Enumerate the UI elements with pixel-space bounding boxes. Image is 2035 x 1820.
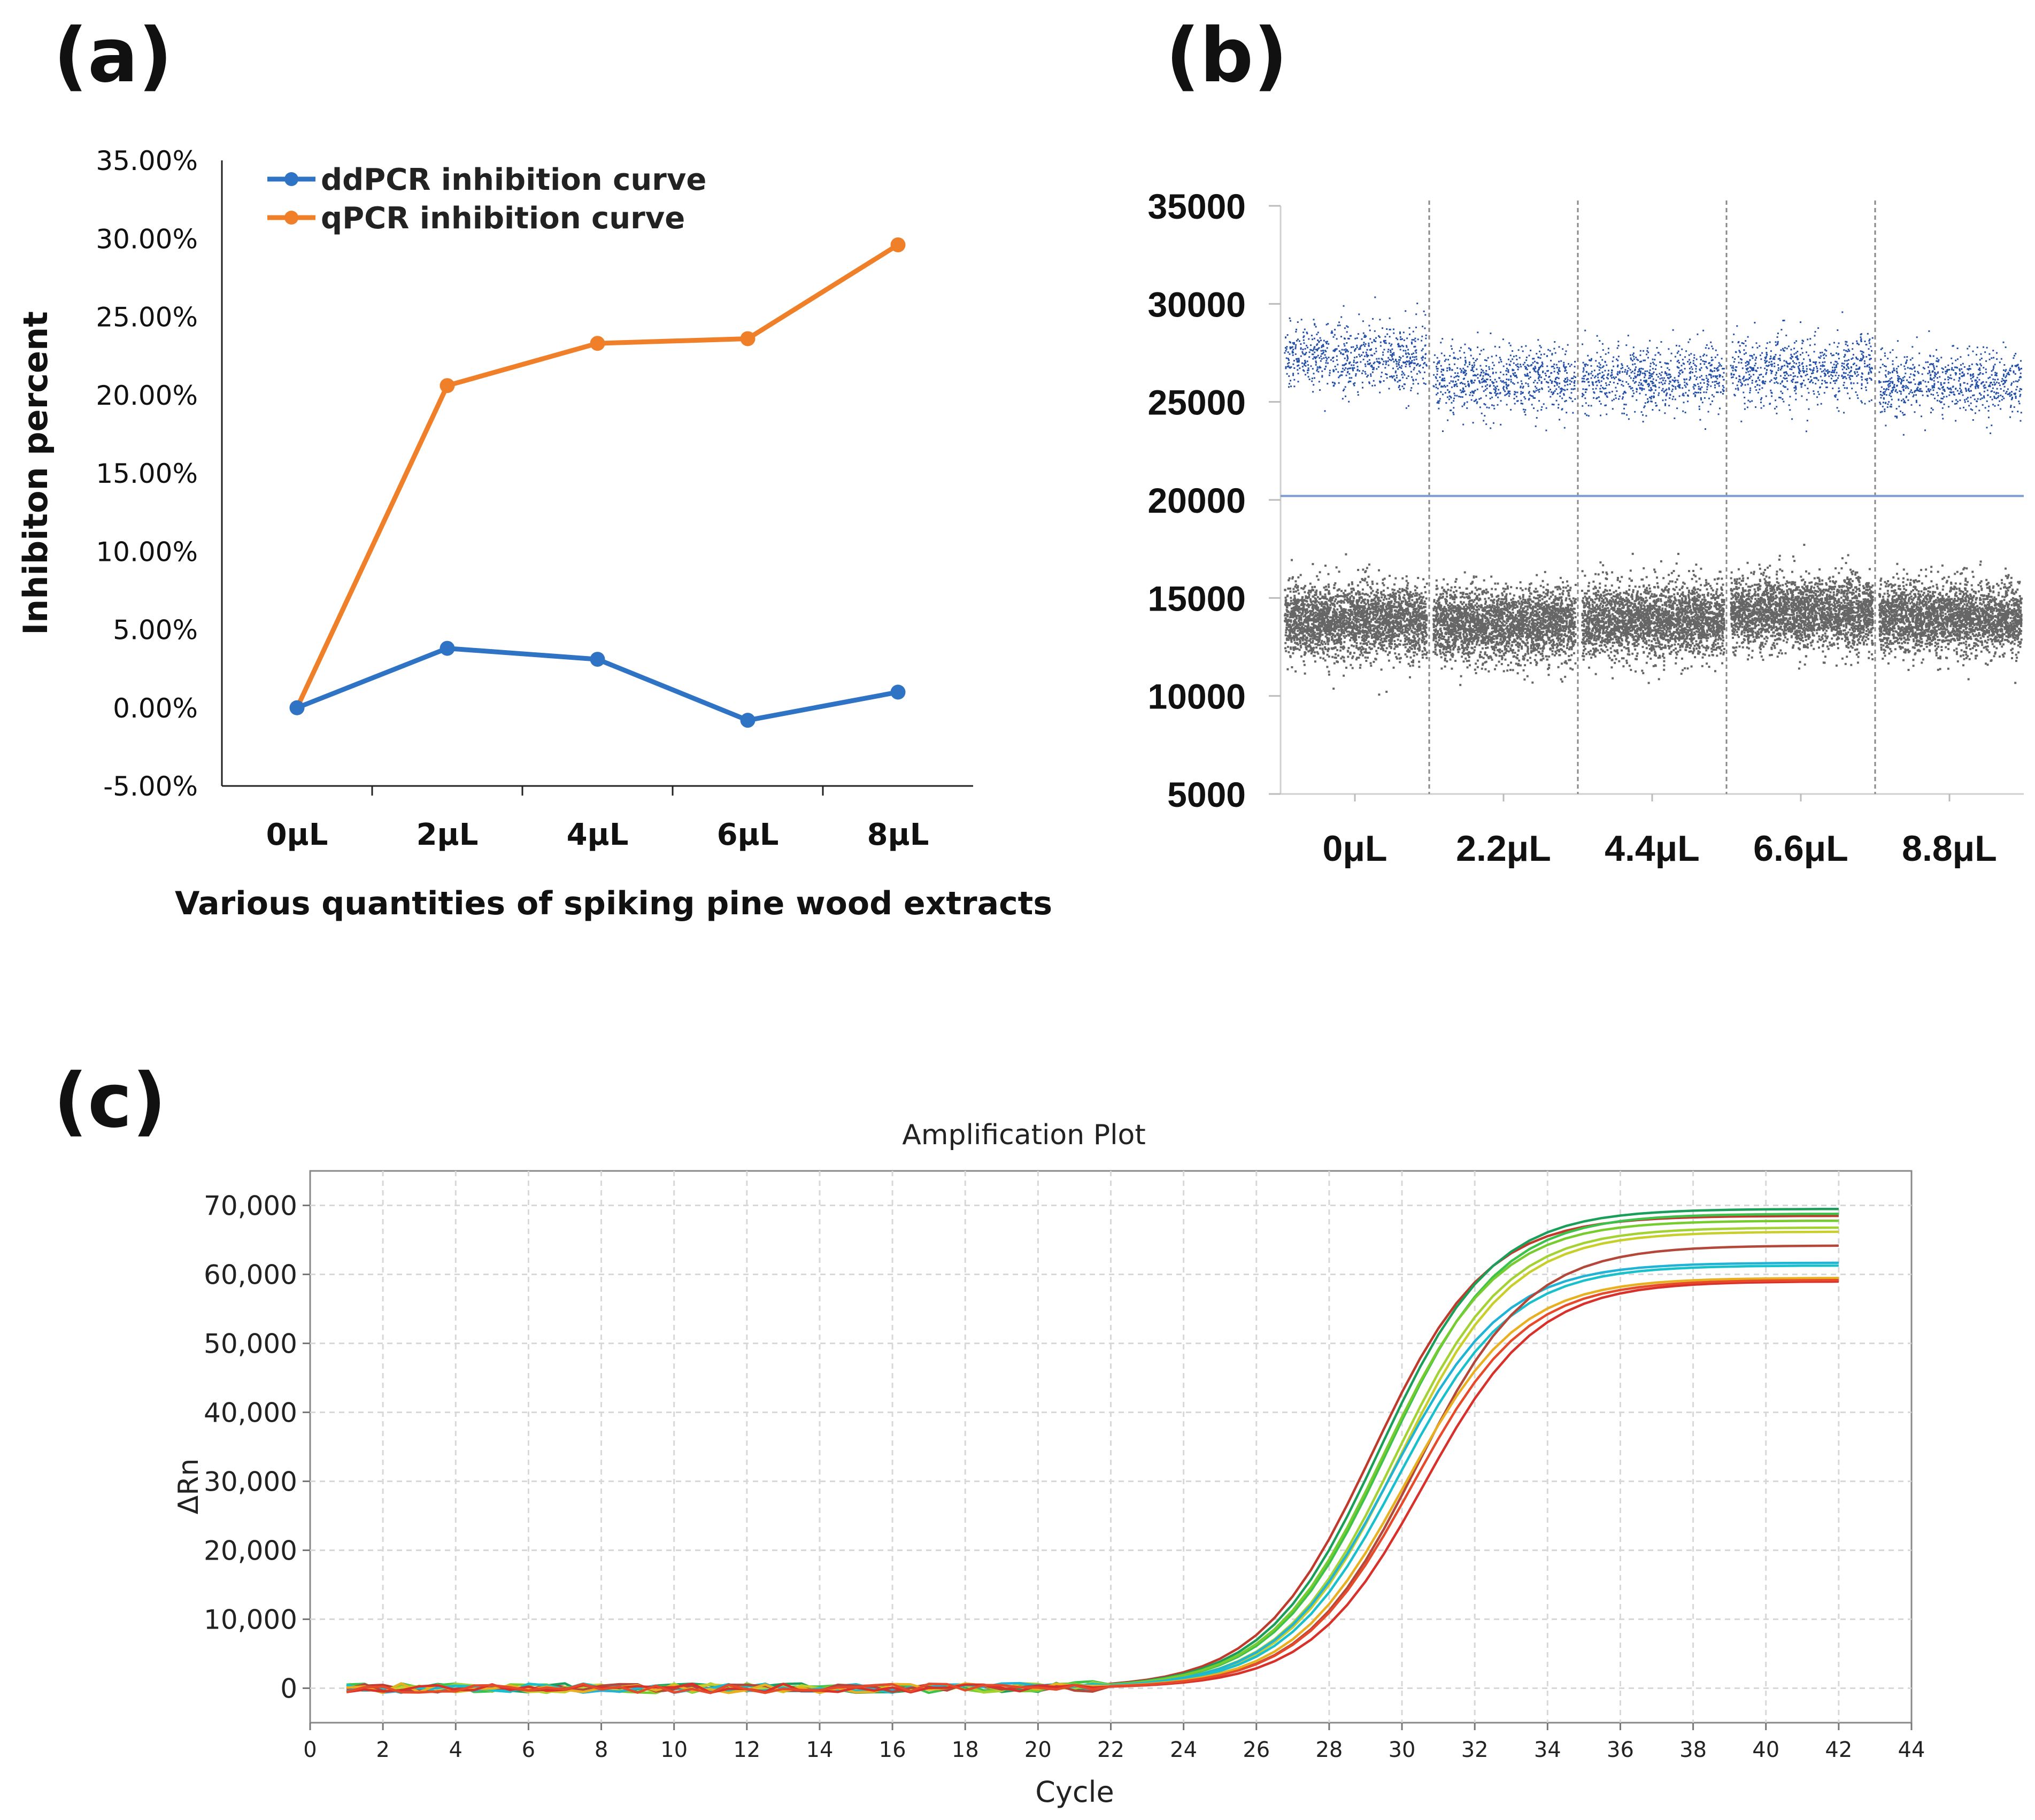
chart-c-y-tick-label: 20,000 xyxy=(204,1536,297,1567)
chart-b-negative-droplets xyxy=(1730,544,1874,670)
chart-a-data-point xyxy=(590,652,605,667)
chart-a-y-tick-label: 15.00% xyxy=(96,458,198,489)
chart-c-x-tick-label: 36 xyxy=(1607,1738,1634,1762)
chart-b-negative-droplets xyxy=(1581,552,1725,684)
chart-a-series-line xyxy=(295,243,899,709)
chart-c-y-tick-label: 50,000 xyxy=(204,1329,297,1360)
chart-a-data-point xyxy=(590,336,605,351)
chart-a-data-point xyxy=(890,237,906,252)
chart-c-x-tick-label: 20 xyxy=(1024,1738,1052,1762)
chart-c-amplification-curve xyxy=(346,1278,1839,1694)
chart-b-positive-droplets xyxy=(1284,296,1428,412)
chart-b-x-tick-label: 2.2μL xyxy=(1456,828,1551,869)
chart-b-x-tick-label: 4.4μL xyxy=(1605,828,1700,869)
chart-a-y-tick-label: 35.00% xyxy=(96,145,198,176)
chart-c-x-tick-label: 18 xyxy=(952,1738,979,1762)
chart-c-x-tick-label: 2 xyxy=(376,1738,389,1762)
chart-c-x-tick-label: 0 xyxy=(303,1738,317,1762)
chart-a-x-tick-label: 4μL xyxy=(567,818,629,852)
chart-a-x-tick-label: 8μL xyxy=(867,818,929,852)
chart-a-x-tick-label: 2μL xyxy=(417,818,479,852)
chart-c-plot-area xyxy=(309,1170,1913,1724)
chart-a-x-axis-title: Various quantities of spiking pine wood … xyxy=(175,885,1052,922)
chart-c-x-tick-label: 38 xyxy=(1679,1738,1707,1762)
chart-c-y-tick-label: 70,000 xyxy=(204,1191,297,1222)
chart-c-x-tick-label: 14 xyxy=(806,1738,834,1762)
chart-b-x-tick-label: 6.6μL xyxy=(1753,828,1848,869)
chart-b-y-tick-label: 25000 xyxy=(1147,383,1246,422)
chart-c-y-tick-label: 60,000 xyxy=(204,1260,297,1291)
chart-c-x-tick-label: 22 xyxy=(1097,1738,1124,1762)
chart-b-positive-droplets xyxy=(1730,311,1874,433)
chart-b-x-tick-label: 0μL xyxy=(1323,828,1388,869)
chart-a-data-point xyxy=(289,700,305,715)
chart-a-data-point xyxy=(440,641,455,656)
chart-c-x-tick-label: 10 xyxy=(660,1738,688,1762)
chart-c-x-tick-label: 28 xyxy=(1315,1738,1343,1762)
chart-c-x-tick-label: 32 xyxy=(1461,1738,1489,1762)
chart-c-x-tick-label: 12 xyxy=(733,1738,760,1762)
chart-c-amplification-curve xyxy=(346,1277,1839,1694)
chart-b-negative-droplets xyxy=(1284,553,1428,696)
chart-a-x-tick-label: 0μL xyxy=(266,818,328,852)
chart-c-x-tick-label: 44 xyxy=(1898,1738,1925,1762)
chart-a-y-tick-label: 30.00% xyxy=(96,223,198,255)
chart-b-y-tick-label: 10000 xyxy=(1147,677,1246,716)
chart-b-negative-droplets xyxy=(1432,570,1577,687)
chart-b-y-tick-label: 20000 xyxy=(1147,481,1246,520)
chart-b-y-tick-label: 35000 xyxy=(1147,187,1246,226)
chart-a-y-tick-label: 25.00% xyxy=(96,302,198,333)
chart-c-x-tick-label: 4 xyxy=(449,1738,462,1762)
panel-c-label: (c) xyxy=(53,1058,166,1145)
chart-c-x-tick-label: 6 xyxy=(522,1738,535,1762)
chart-c-y-tick-label: 40,000 xyxy=(204,1398,297,1429)
chart-a-y-tick-label: 5.00% xyxy=(113,615,198,646)
chart-c-x-tick-label: 34 xyxy=(1534,1738,1561,1762)
chart-c-y-tick-label: 30,000 xyxy=(204,1467,297,1498)
chart-c-x-tick-label: 42 xyxy=(1825,1738,1852,1762)
chart-a-legend-label: ddPCR inhibition curve xyxy=(321,163,706,197)
chart-b-positive-droplets xyxy=(1432,331,1576,432)
chart-c-amplification-plot: 0 2 4 6 8 10 12 14 16 18 20 22 24 26 28 30 32 34 36 38 40 42 4… xyxy=(173,1119,1925,1809)
panel-a-label: (a) xyxy=(53,12,173,99)
chart-a-inhibition: -5.00% 0.00% 5.00% 10.00% 15.00% 20.00% 25.00%… xyxy=(16,145,1052,922)
chart-c-y-tick-label: 0 xyxy=(280,1674,297,1705)
chart-b-x-tick-label: 8.8μL xyxy=(1902,828,1997,869)
chart-a-legend-marker xyxy=(284,211,298,225)
chart-b-droplet-scatter: 5000 10000 15000 20000 25000 30000 35000 0μL 2.2… xyxy=(1147,187,2024,869)
chart-c-y-tick-label: 10,000 xyxy=(204,1605,297,1636)
chart-b-positive-droplets xyxy=(1581,329,1725,430)
chart-a-legend-marker xyxy=(284,172,298,186)
panel-b-label: (b) xyxy=(1166,12,1288,99)
chart-b-y-tick-label: 5000 xyxy=(1167,775,1246,814)
chart-a-data-point xyxy=(740,331,756,346)
chart-c-x-tick-label: 24 xyxy=(1170,1738,1197,1762)
chart-b-negative-droplets xyxy=(1878,560,2023,684)
chart-a-y-tick-label: 0.00% xyxy=(113,693,198,724)
chart-a-y-axis-title: Inhibiton percent xyxy=(16,311,55,635)
chart-c-x-tick-label: 16 xyxy=(879,1738,906,1762)
chart-c-x-tick-label: 8 xyxy=(595,1738,608,1762)
chart-b-y-tick-label: 30000 xyxy=(1147,284,1246,324)
chart-c-x-tick-label: 30 xyxy=(1389,1738,1416,1762)
chart-c-x-axis-title: Cycle xyxy=(1035,1775,1114,1809)
chart-b-y-tick-label: 15000 xyxy=(1147,579,1246,618)
chart-a-y-tick-label: 20.00% xyxy=(96,380,198,411)
chart-b-positive-droplets xyxy=(1878,330,2022,436)
chart-a-y-tick-label: -5.00% xyxy=(103,771,198,802)
chart-a-data-point xyxy=(440,378,455,394)
chart-c-title: Amplification Plot xyxy=(902,1119,1145,1151)
chart-a-data-point xyxy=(740,713,756,728)
chart-a-x-tick-label: 6μL xyxy=(717,818,779,852)
chart-a-legend-label: qPCR inhibition curve xyxy=(321,201,685,236)
chart-c-y-axis-title: ΔRn xyxy=(173,1459,205,1515)
chart-a-data-point xyxy=(890,684,906,700)
chart-a-y-tick-label: 10.00% xyxy=(96,536,198,567)
chart-c-x-tick-label: 40 xyxy=(1752,1738,1779,1762)
chart-c-x-tick-label: 26 xyxy=(1243,1738,1270,1762)
